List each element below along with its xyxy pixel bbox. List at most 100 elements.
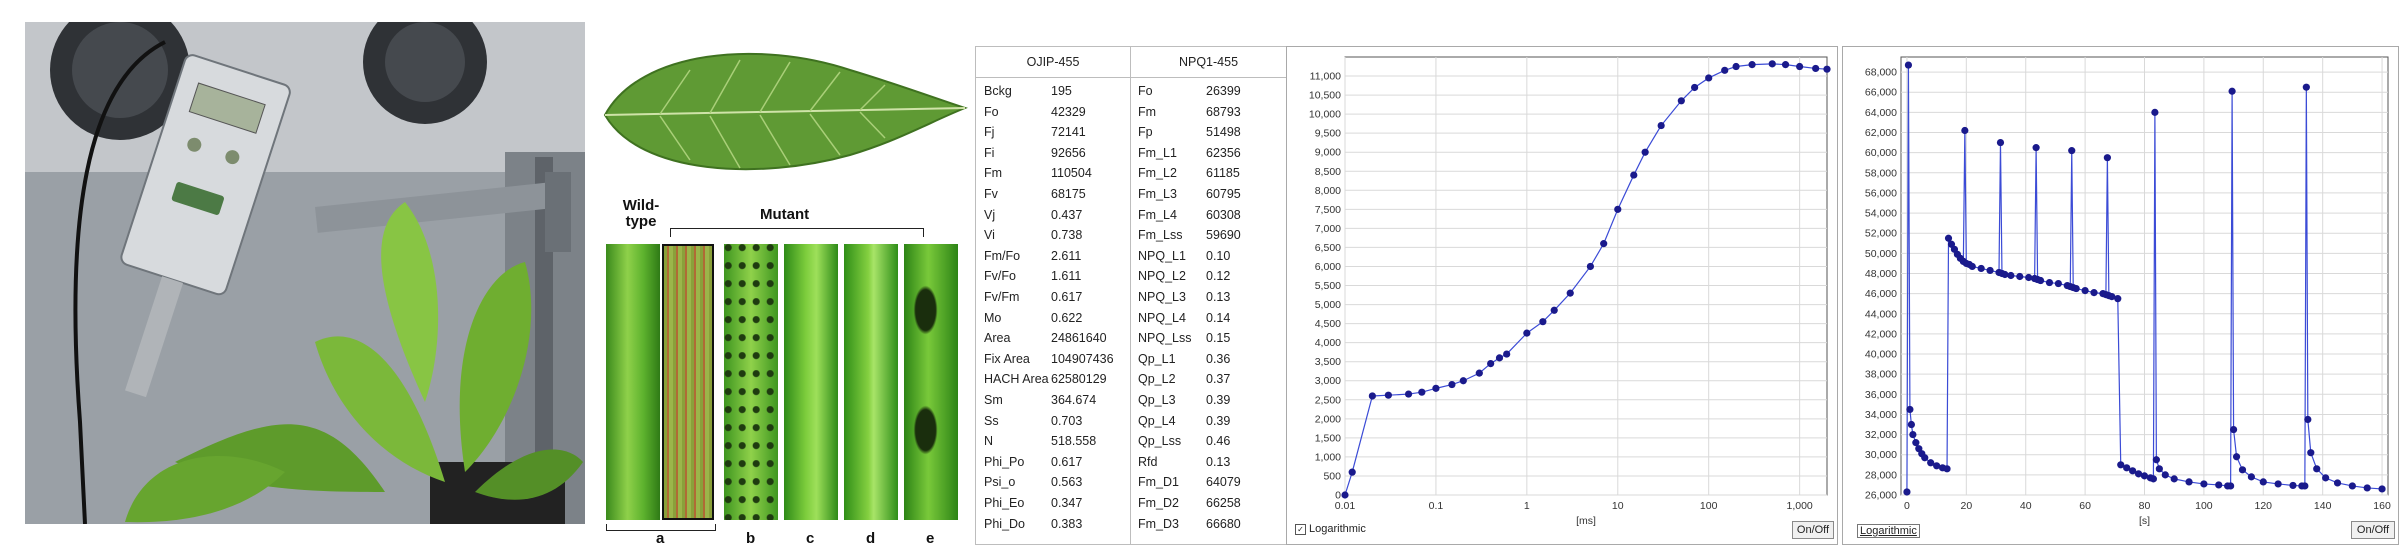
nettle-leaf-image: [603, 52, 968, 171]
table-param-name: Sm: [984, 393, 1003, 407]
table-param-name: Fm_L2: [1138, 166, 1177, 181]
data-point: [2001, 270, 2009, 279]
y-tick-label: 6,500: [1315, 242, 1341, 254]
table-param-value: 42329: [1051, 104, 1086, 119]
y-tick-label: 26,000: [1865, 490, 1897, 502]
y-tick-label: 64,000: [1865, 107, 1897, 119]
table-param-value: 0.13: [1206, 454, 1231, 469]
x-tick-label: 1,000: [1786, 500, 1812, 512]
data-point: [2134, 470, 2143, 478]
leaf-strip-e: [904, 244, 958, 520]
data-point: [2025, 273, 2033, 282]
data-point: [1748, 61, 1756, 69]
table-param-value: 0.622: [1051, 310, 1083, 325]
table-param-name: Fm_D1: [1138, 475, 1179, 490]
table-param-value: 60795: [1206, 187, 1241, 201]
fluorometer-photo: [25, 22, 585, 524]
y-tick-label: 52,000: [1865, 228, 1897, 240]
data-point: [2140, 472, 2149, 480]
data-point: [1812, 64, 1820, 73]
table-param-value: 64079: [1206, 475, 1241, 490]
data-point: [2378, 485, 2386, 493]
table-param-name: Fv/Fo: [984, 269, 1016, 284]
data-point: [2016, 272, 2024, 281]
table-param-name: Qp_L4: [1138, 413, 1176, 428]
x-tick-label: 0: [1904, 500, 1910, 512]
y-tick-label: 62,000: [1865, 127, 1897, 139]
table-param-value: 0.437: [1051, 207, 1083, 222]
leaf-strip-wild: [606, 244, 660, 520]
log-checkbox-ojip[interactable]: ✓: [1295, 523, 1306, 535]
table-param-name: Area: [984, 331, 1011, 346]
table-param-name: Fix Area: [984, 351, 1030, 366]
data-point: [1909, 430, 1917, 439]
data-point: [1475, 369, 1483, 377]
data-point: [2081, 287, 2089, 295]
data-point: [1539, 318, 1547, 326]
data-point: [2103, 154, 2111, 162]
y-tick-label: 66,000: [1865, 87, 1897, 99]
data-point: [1781, 61, 1790, 69]
y-tick-label: 48,000: [1865, 268, 1897, 280]
data-point: [2123, 464, 2131, 472]
table-param-name: Qp_Lss: [1138, 434, 1182, 449]
y-tick-label: 42,000: [1865, 328, 1897, 340]
ojip-chart: 0 500 1,000 1,500 2,000 2,500 3,000 3,500 4,000 4…: [1309, 56, 1831, 527]
npq-chart: 26,000 28,000 30,000 32,000 34,000 36,000 38,0…: [1865, 56, 2391, 527]
y-tick-label: 54,000: [1865, 208, 1897, 220]
data-point: [2045, 278, 2054, 287]
table-param-name: NPQ_L4: [1138, 310, 1186, 325]
x-tick-label: 100: [1700, 500, 1718, 512]
log-checkbox-container[interactable]: ✓ Logarithmic: [1295, 523, 1366, 535]
table-param-value: 0.617: [1051, 290, 1083, 304]
data-point: [2108, 293, 2116, 301]
table-param-value: 62356: [1206, 145, 1241, 160]
data-point: [1495, 354, 1504, 362]
data-point: [1600, 240, 1608, 248]
table-param-name: Qp_L2: [1138, 372, 1176, 387]
table-param-name: Fp: [1138, 125, 1153, 140]
y-tick-label: 6,000: [1315, 261, 1341, 273]
log-label-container[interactable]: Logarithmic: [1857, 524, 1920, 538]
table-param-value: 66258: [1206, 496, 1241, 510]
table-param-value: 24861640: [1051, 331, 1107, 346]
table-param-name: Psi_o: [984, 475, 1016, 490]
table-param-value: 104907436: [1051, 351, 1114, 366]
y-tick-label: 50,000: [1865, 248, 1897, 260]
table-param-name: Mo: [984, 310, 1002, 325]
data-point: [2304, 415, 2312, 424]
data-point: [1907, 420, 1915, 429]
data-point: [2229, 425, 2238, 434]
table-param-value: 0.738: [1051, 228, 1083, 243]
table-param-value: 0.563: [1051, 475, 1083, 490]
data-point: [2129, 467, 2137, 475]
ojip-chart-panel: 0 500 1,000 1,500 2,000 2,500 3,000 3,500 4,000 4…: [1286, 46, 1838, 545]
x-tick-label: 1: [1524, 500, 1530, 512]
y-tick-label: 8,000: [1315, 185, 1341, 197]
data-point: [2247, 473, 2256, 481]
table-param-name: Vj: [984, 207, 996, 222]
data-point: [1732, 62, 1740, 71]
x-tick-label: 100: [2195, 500, 2213, 512]
data-point: [1943, 465, 1951, 473]
data-point: [1630, 171, 1638, 179]
onoff-button-npq[interactable]: On/Off: [2351, 521, 2395, 539]
data-point: [1432, 384, 1440, 392]
log-label-npq[interactable]: Logarithmic: [1857, 524, 1920, 538]
table-header-ojip: OJIP-455: [976, 47, 1130, 78]
data-point: [2151, 108, 2159, 116]
data-point: [2313, 465, 2321, 473]
x-tick-label: 60: [2079, 500, 2091, 512]
x-tick-label: 0.1: [1429, 500, 1444, 512]
data-point: [1927, 459, 1935, 467]
data-point: [2032, 144, 2040, 152]
table-param-name: NPQ_L2: [1138, 269, 1186, 284]
data-point: [1348, 468, 1356, 476]
table-param-name: Fm_L3: [1138, 187, 1177, 201]
onoff-button-ojip[interactable]: On/Off: [1792, 521, 1834, 539]
table-param-name: Fm_Lss: [1138, 228, 1183, 243]
y-tick-label: 10,000: [1309, 109, 1341, 121]
data-point: [1944, 234, 1953, 242]
table-header-npq: NPQ1-455: [1131, 47, 1286, 78]
data-point: [2333, 479, 2342, 487]
